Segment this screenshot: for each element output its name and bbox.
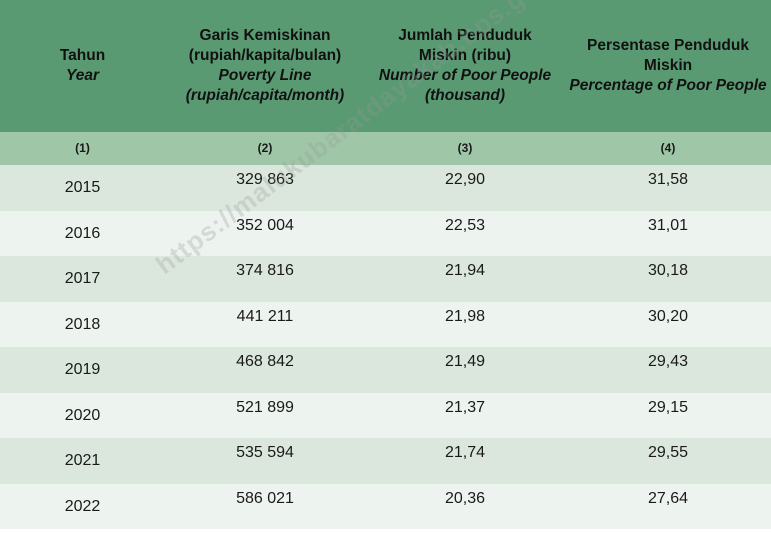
year-cell: 2022: [64, 497, 101, 515]
header-poor-people-en-1: Number of Poor People: [378, 67, 552, 84]
year-cell: 2015: [64, 179, 101, 196]
poor-people-cell: 20,36: [444, 489, 486, 507]
header-poverty-line-en-2: (rupiah/capita/month): [185, 87, 345, 104]
year-cell: 2018: [64, 315, 101, 333]
table-row: 2020 521 899 21,37 29,15: [0, 392, 771, 438]
poverty-line-cell: 586 021: [236, 489, 294, 507]
column-index: (3): [457, 141, 473, 155]
year-cell: 2019: [64, 361, 101, 378]
poor-people-cell: 22,90: [444, 171, 486, 188]
table-row: 2017 374 816 21,94 30,18: [0, 256, 771, 302]
poor-people-cell: 21,74: [444, 444, 486, 461]
header-poor-people: Jumlah Penduduk Miskin (ribu) Number of …: [365, 0, 565, 132]
header-percentage: Persentase Penduduk Miskin Percentage of…: [565, 0, 771, 132]
header-poverty-line-id-2: (rupiah/kapita/bulan): [188, 47, 342, 64]
table-header: Tahun Year Garis Kemiskinan (rupiah/kapi…: [0, 0, 771, 132]
poor-people-cell: 21,98: [444, 307, 486, 325]
table-row: 2022 586 021 20,36 27,64: [0, 483, 771, 529]
poverty-line-cell: 521 899: [236, 398, 294, 416]
poor-people-cell: 21,94: [444, 262, 486, 279]
year-cell: 2016: [64, 224, 101, 242]
percentage-cell: 31,58: [647, 171, 689, 188]
year-cell: 2017: [64, 270, 101, 287]
header-poverty-line: Garis Kemiskinan (rupiah/kapita/bulan) P…: [165, 0, 365, 132]
percentage-cell: 30,20: [647, 307, 689, 325]
poor-people-cell: 21,37: [444, 398, 486, 416]
header-percentage-en: Percentage of Poor People: [569, 77, 767, 94]
table-row: 2018 441 211 21,98 30,20: [0, 301, 771, 347]
percentage-cell: 29,55: [647, 444, 689, 461]
header-year-id: Tahun: [59, 47, 106, 64]
header-year: Tahun Year: [0, 0, 165, 132]
percentage-cell: 29,15: [647, 398, 689, 416]
column-index: (4): [660, 141, 676, 155]
table-row: 2019 468 842 21,49 29,43: [0, 347, 771, 393]
percentage-cell: 31,01: [647, 216, 689, 234]
poverty-line-cell: 329 863: [236, 171, 294, 188]
poverty-line-cell: 441 211: [236, 307, 294, 325]
header-percentage-id-1: Persentase Penduduk: [587, 37, 749, 54]
year-cell: 2020: [64, 406, 101, 424]
header-poor-people-id-1: Jumlah Penduduk: [398, 27, 532, 44]
header-poor-people-en-2: (thousand): [424, 87, 506, 104]
percentage-cell: 29,43: [647, 353, 689, 370]
year-cell: 2021: [64, 452, 101, 469]
poverty-line-cell: 352 004: [236, 216, 294, 234]
table-row: 2016 352 004 22,53 31,01: [0, 210, 771, 256]
column-index-row: (1) (2) (3) (4): [0, 132, 771, 165]
header-year-en: Year: [65, 67, 100, 84]
header-percentage-id-2: Miskin: [643, 57, 693, 74]
header-poverty-line-id-1: Garis Kemiskinan: [199, 27, 331, 44]
column-index: (2): [257, 141, 273, 155]
poverty-line-cell: 535 594: [236, 444, 294, 461]
table-row: 2021 535 594 21,74 29,55: [0, 438, 771, 484]
header-poverty-line-en-1: Poverty Line: [218, 67, 312, 84]
column-index: (1): [75, 141, 90, 155]
table-row: 2015 329 863 22,90 31,58: [0, 165, 771, 211]
percentage-cell: 30,18: [647, 262, 689, 279]
poverty-line-cell: 374 816: [236, 262, 294, 279]
poverty-line-cell: 468 842: [236, 353, 294, 370]
poor-people-cell: 22,53: [444, 216, 486, 234]
header-poor-people-id-2: Miskin (ribu): [418, 47, 512, 64]
poor-people-cell: 21,49: [444, 353, 486, 370]
percentage-cell: 27,64: [647, 489, 689, 507]
